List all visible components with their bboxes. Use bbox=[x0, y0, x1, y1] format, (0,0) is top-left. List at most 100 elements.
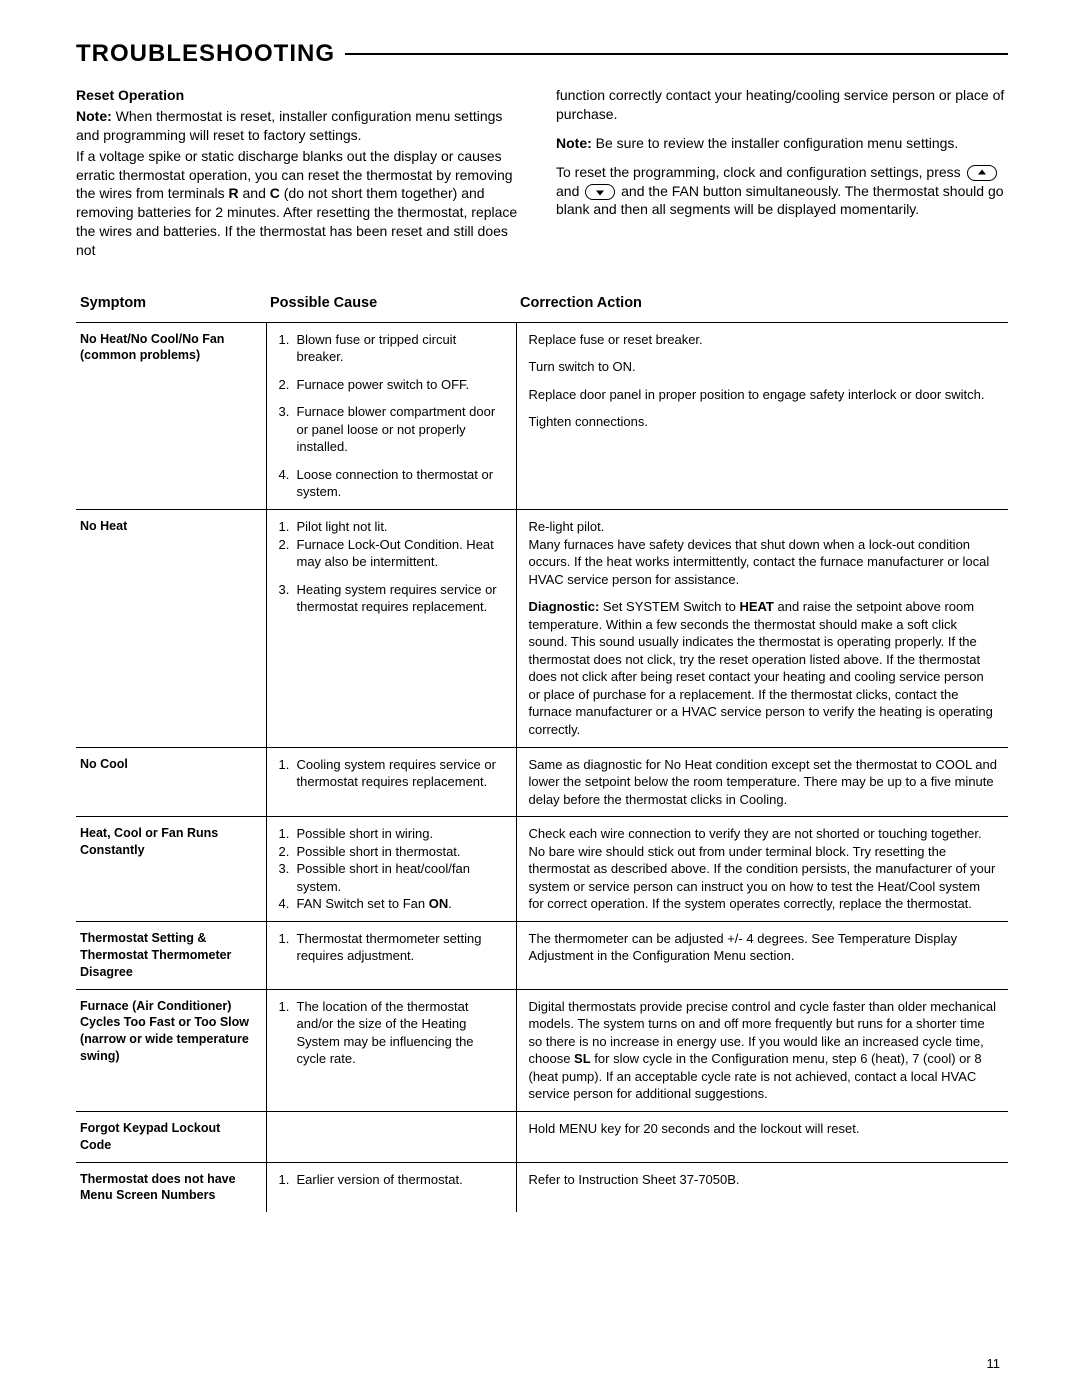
reset-body-b: and bbox=[239, 185, 270, 201]
note-label: Note: bbox=[76, 108, 112, 124]
cause-text: Possible short in heat/cool/fan system. bbox=[297, 860, 506, 895]
cause-text: Furnace Lock-Out Condition. Heat may als… bbox=[297, 536, 506, 571]
bold-text: SL bbox=[574, 1051, 591, 1066]
th-action: Correction Action bbox=[516, 288, 1008, 322]
up-arrow-icon bbox=[967, 165, 997, 181]
symptom-cell: No Cool bbox=[76, 747, 266, 817]
action-block: The thermometer can be adjusted +/- 4 de… bbox=[529, 930, 999, 965]
cause-text: Possible short in wiring. bbox=[297, 825, 506, 843]
troubleshoot-table: Symptom Possible Cause Correction Action… bbox=[76, 288, 1008, 1212]
cause-text: Earlier version of thermostat. bbox=[297, 1171, 506, 1189]
cause-num: 2. bbox=[279, 376, 297, 394]
cause-block: 3.Furnace blower compartment door or pan… bbox=[279, 403, 506, 456]
cause-block: 1.Cooling system requires service or the… bbox=[279, 756, 506, 791]
bold-text: Diagnostic: bbox=[529, 599, 600, 614]
title-rule bbox=[345, 53, 1008, 55]
cause-text: Furnace power switch to OFF. bbox=[297, 376, 506, 394]
terminal-c: C bbox=[270, 185, 280, 201]
cause-num: 1. bbox=[279, 756, 297, 791]
table-row: No Heat/No Cool/No Fan (common problems)… bbox=[76, 322, 1008, 509]
cause-text: Possible short in thermostat. bbox=[297, 843, 506, 861]
cause-block: 2.Furnace power switch to OFF. bbox=[279, 376, 506, 394]
table-header-row: Symptom Possible Cause Correction Action bbox=[76, 288, 1008, 322]
cause-cell: 1.Cooling system requires service or the… bbox=[266, 747, 516, 817]
page: TROUBLESHOOTING Reset Operation Note: Wh… bbox=[0, 0, 1080, 1397]
table-row: Thermostat does not have Menu Screen Num… bbox=[76, 1162, 1008, 1212]
action-cell: Same as diagnostic for No Heat condition… bbox=[516, 747, 1008, 817]
table-row: No Cool 1.Cooling system requires service… bbox=[76, 747, 1008, 817]
cause-line: 1.Possible short in wiring. bbox=[279, 825, 506, 843]
title-row: TROUBLESHOOTING bbox=[76, 40, 1008, 68]
action-block: Tighten connections. bbox=[529, 413, 999, 431]
cause-num: 3. bbox=[279, 581, 297, 616]
cause-line: 3.Heating system requires service or the… bbox=[279, 581, 506, 616]
cause-block: 1.The location of the thermostat and/or … bbox=[279, 998, 506, 1068]
bold-text: ON bbox=[429, 896, 449, 911]
intro-right-note: Note: Be sure to review the installer co… bbox=[556, 134, 1008, 153]
cause-line: 4.FAN Switch set to Fan ON. bbox=[279, 895, 506, 913]
note-text: When thermostat is reset, installer conf… bbox=[76, 108, 502, 143]
symptom-cell: Thermostat does not have Menu Screen Num… bbox=[76, 1162, 266, 1212]
cause-cell: 1.Blown fuse or tripped circuit breaker.… bbox=[266, 322, 516, 509]
cause-num: 4. bbox=[279, 466, 297, 501]
cause-block: 3.Heating system requires service or the… bbox=[279, 581, 506, 616]
p3b: and bbox=[556, 183, 583, 199]
action-cell: Check each wire connection to verify the… bbox=[516, 817, 1008, 922]
symptom-cell: No Heat/No Cool/No Fan (common problems) bbox=[76, 322, 266, 509]
cause-line: 1.Thermostat thermometer setting require… bbox=[279, 930, 506, 965]
cause-block: 1.Earlier version of thermostat. bbox=[279, 1171, 506, 1189]
cause-num: 1. bbox=[279, 825, 297, 843]
bold-text: HEAT bbox=[739, 599, 773, 614]
table-row: Furnace (Air Conditioner) Cycles Too Fas… bbox=[76, 989, 1008, 1111]
cause-num: 1. bbox=[279, 1171, 297, 1189]
cause-line: 4.Loose connection to thermostat or syst… bbox=[279, 466, 506, 501]
cause-line: 3.Furnace blower compartment door or pan… bbox=[279, 403, 506, 456]
cause-num: 1. bbox=[279, 331, 297, 366]
symptom-cell: No Heat bbox=[76, 509, 266, 747]
cause-block: 4.Loose connection to thermostat or syst… bbox=[279, 466, 506, 501]
cause-num: 1. bbox=[279, 998, 297, 1068]
action-block: Refer to Instruction Sheet 37-7050B. bbox=[529, 1171, 999, 1189]
table-row: Forgot Keypad Lockout Code Hold MENU key… bbox=[76, 1111, 1008, 1162]
cause-num: 1. bbox=[279, 930, 297, 965]
action-cell: Replace fuse or reset breaker. Turn switc… bbox=[516, 322, 1008, 509]
p3c: and the FAN button simultaneously. The t… bbox=[556, 183, 1004, 218]
intro-columns: Reset Operation Note: When thermostat is… bbox=[76, 86, 1008, 260]
cause-line: 1.Cooling system requires service or the… bbox=[279, 756, 506, 791]
reset-heading-text: Reset Operation bbox=[76, 87, 184, 103]
table-row: Heat, Cool or Fan Runs Constantly1.Possi… bbox=[76, 817, 1008, 922]
action-block: Turn switch to ON. bbox=[529, 358, 999, 376]
cause-num: 1. bbox=[279, 518, 297, 536]
reset-body: If a voltage spike or static discharge b… bbox=[76, 147, 528, 260]
action-block: Replace fuse or reset breaker. bbox=[529, 331, 999, 349]
cause-line: 1.Blown fuse or tripped circuit breaker. bbox=[279, 331, 506, 366]
cause-num: 2. bbox=[279, 536, 297, 571]
action-cell: Re-light pilot.Many furnaces have safety… bbox=[516, 509, 1008, 747]
intro-right-p3: To reset the programming, clock and conf… bbox=[556, 163, 1008, 220]
cause-text: Cooling system requires service or therm… bbox=[297, 756, 506, 791]
intro-right: function correctly contact your heating/… bbox=[556, 86, 1008, 260]
cause-cell: 1.The location of the thermostat and/or … bbox=[266, 989, 516, 1111]
intro-right-p1: function correctly contact your heating/… bbox=[556, 86, 1008, 124]
cause-cell: 1.Thermostat thermometer setting require… bbox=[266, 921, 516, 989]
action-cell: The thermometer can be adjusted +/- 4 de… bbox=[516, 921, 1008, 989]
symptom-cell: Furnace (Air Conditioner) Cycles Too Fas… bbox=[76, 989, 266, 1111]
cause-line: 1.The location of the thermostat and/or … bbox=[279, 998, 506, 1068]
cause-text: Pilot light not lit. bbox=[297, 518, 506, 536]
table-row: No Heat1.Pilot light not lit.2.Furnace L… bbox=[76, 509, 1008, 747]
cause-line: 1.Pilot light not lit. bbox=[279, 518, 506, 536]
cause-text: Loose connection to thermostat or system… bbox=[297, 466, 506, 501]
action-cell: Digital thermostats provide precise cont… bbox=[516, 989, 1008, 1111]
action-cell: Refer to Instruction Sheet 37-7050B. bbox=[516, 1162, 1008, 1212]
cause-block: 1.Possible short in wiring.2.Possible sh… bbox=[279, 825, 506, 913]
th-symptom: Symptom bbox=[76, 288, 266, 322]
cause-num: 3. bbox=[279, 860, 297, 895]
action-block: Hold MENU key for 20 seconds and the loc… bbox=[529, 1120, 999, 1138]
cause-block: 1.Pilot light not lit.2.Furnace Lock-Out… bbox=[279, 518, 506, 571]
cause-text: Heating system requires service or therm… bbox=[297, 581, 506, 616]
cause-text: The location of the thermostat and/or th… bbox=[297, 998, 506, 1068]
symptom-cell: Heat, Cool or Fan Runs Constantly bbox=[76, 817, 266, 922]
symptom-cell: Thermostat Setting & Thermostat Thermome… bbox=[76, 921, 266, 989]
intro-left: Reset Operation Note: When thermostat is… bbox=[76, 86, 528, 260]
action-block: Same as diagnostic for No Heat condition… bbox=[529, 756, 999, 809]
